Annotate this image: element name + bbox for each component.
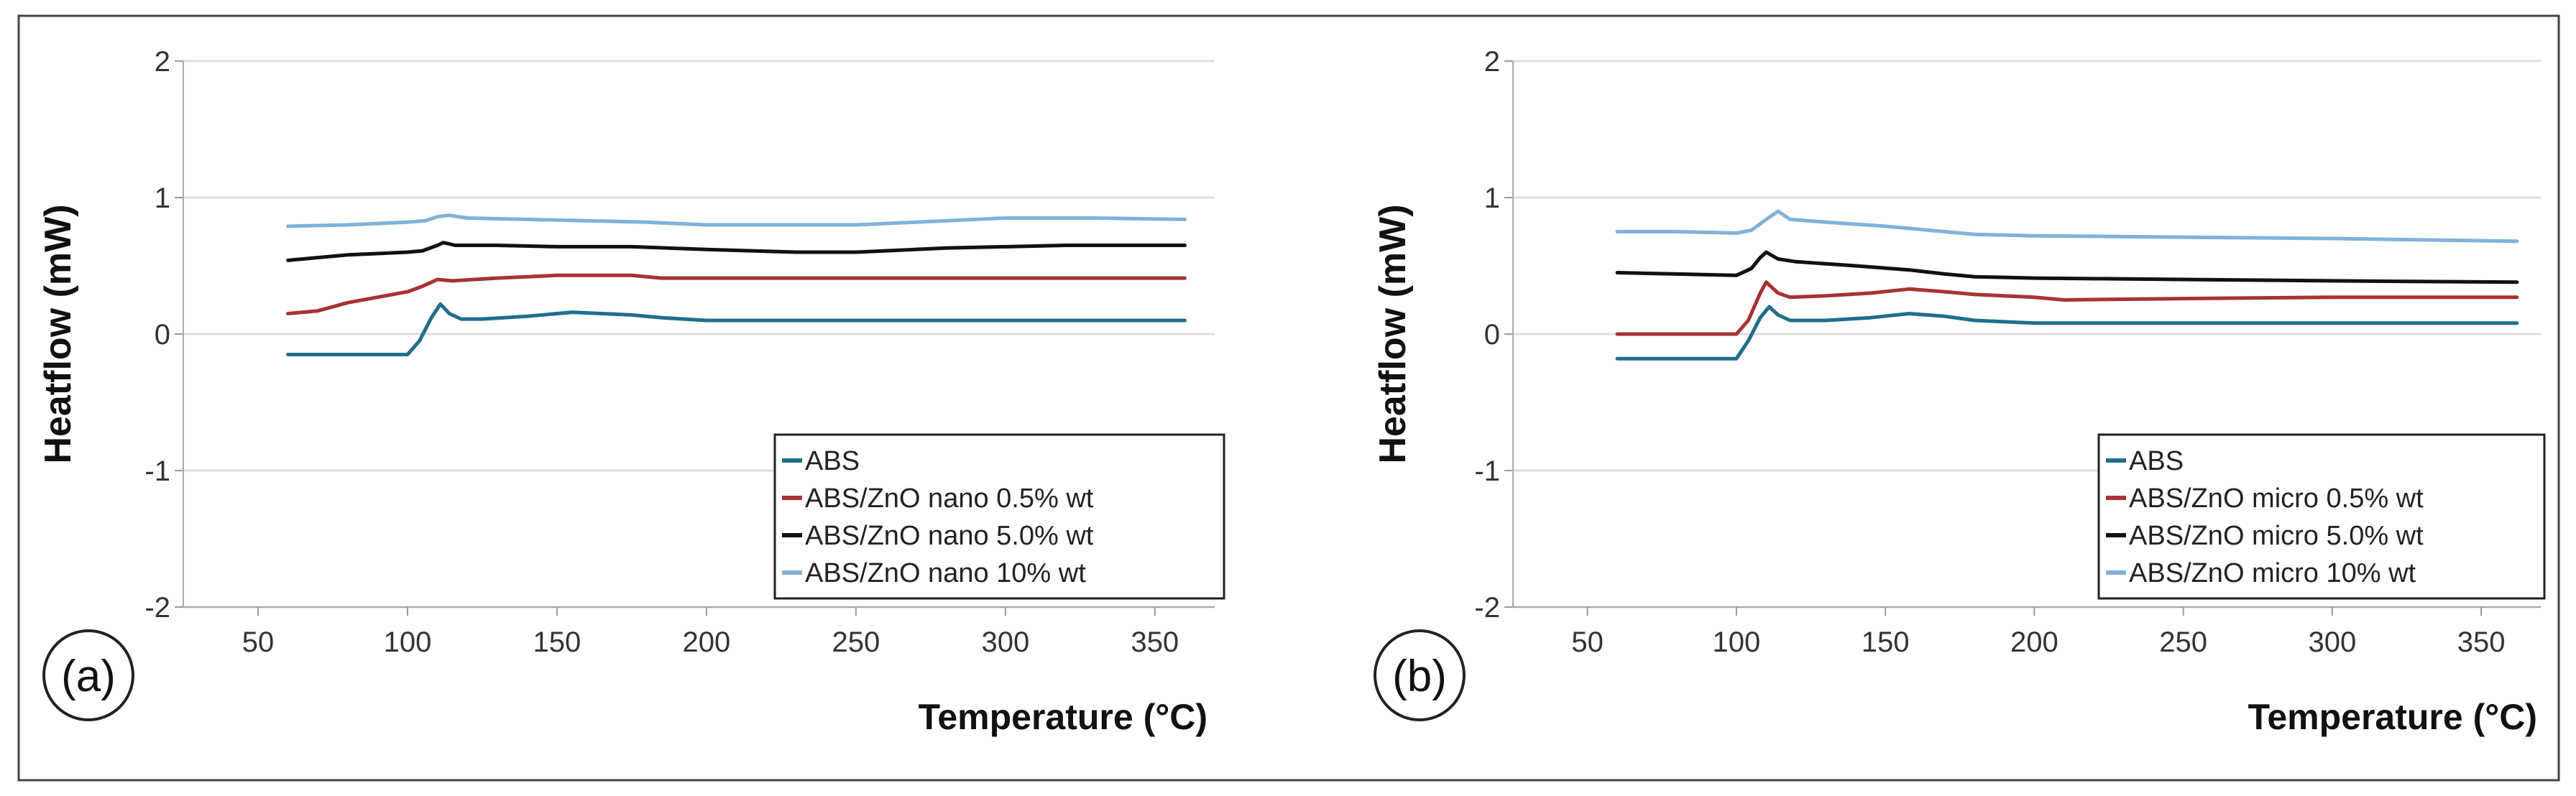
series-line-3 [1615,209,2519,244]
series-line-2 [1615,250,2519,284]
legend-entry: ABS/ZnO nano 0.5% wt [805,483,1094,514]
panel-tag-circle [42,629,134,721]
x-tick-label: 100 [384,626,432,658]
y-tick-label: 1 [155,182,170,214]
figure-border [17,14,2560,782]
y-tick-label: 2 [1484,46,1500,78]
x-tick-label: 150 [1862,626,1910,658]
y-axis-label: Heatflow (mW) [1372,204,1414,463]
legend-entry: ABS/ZnO nano 10% wt [805,558,1086,588]
y-tick-label: -2 [1474,592,1500,624]
series-line-1 [1615,280,2519,336]
legend-entry: ABS/ZnO micro 10% wt [2129,558,2416,588]
y-tick-label: 0 [155,319,170,351]
x-tick-label: 100 [1712,626,1760,658]
series-line-1 [286,273,1187,315]
panel-tag-label: (a) [61,652,116,701]
x-tick-label: 50 [1571,626,1604,658]
y-tick-label: -1 [144,455,170,487]
x-axis-label: Temperature (°C) [919,697,1208,737]
legend-box [773,433,1225,600]
legend-entry: ABS/ZnO micro 0.5% wt [2129,483,2424,514]
x-tick-label: 300 [981,626,1029,658]
x-tick-label: 250 [832,626,880,658]
legend-entry: ABS [805,446,860,476]
y-tick-label: 2 [155,46,170,78]
x-tick-label: 200 [683,626,731,658]
legend-box [2097,433,2546,600]
x-axis-label: Temperature (°C) [2248,697,2537,737]
series-line-0 [1615,305,2519,361]
y-tick-label: 1 [1484,182,1500,214]
panel-b: 2 1 0 -1 -2 50 100 150 200 250 300 350 Heatflow (mW)… [1372,46,2546,737]
y-axis-label: Heatflow (mW) [37,204,79,463]
legend-entry: ABS/ZnO micro 5.0% wt [2129,521,2424,551]
y-tick-label: -2 [144,592,170,624]
series-line-2 [286,241,1187,262]
x-tick-label: 200 [2010,626,2058,658]
panel-tag-circle [1374,629,1466,721]
x-tick-label: 350 [2457,626,2506,658]
x-tick-label: 250 [2159,626,2207,658]
x-tick-label: 350 [1131,626,1179,658]
series-line-0 [286,302,1187,356]
x-tick-label: 300 [2308,626,2356,658]
x-tick-label: 50 [242,626,275,658]
legend-entry: ABS [2129,446,2184,476]
legend-entry: ABS/ZnO nano 5.0% wt [805,521,1094,551]
x-tick-label: 150 [533,626,581,658]
y-tick-label: 0 [1484,319,1500,351]
panel-tag-label: (b) [1392,652,1447,701]
series-line-3 [286,213,1187,228]
panel-a: 2 1 0 -1 -2 50 100 150 200 250 300 350 Heatflow (mW)… [37,46,1225,737]
y-tick-label: -1 [1474,455,1500,487]
